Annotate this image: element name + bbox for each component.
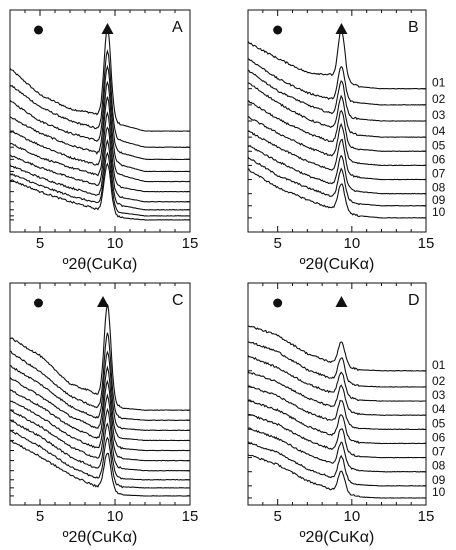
xrd-trace-6 [9,393,191,462]
x-tick-label: 5 [273,508,281,525]
x-axis-label: º2θ(CuKα) [63,256,138,273]
xrd-trace-10 [9,162,191,221]
x-tick-label: 5 [36,235,44,252]
xrd-trace-3 [247,355,426,402]
xrd-trace-10 [247,454,427,499]
panel-label: D [408,292,420,309]
circle-marker [34,25,43,35]
xrd-trace-8 [248,427,426,473]
xrd-trace-2 [247,58,426,106]
sample-label: 02 [432,374,446,388]
x-tick-label: 15 [182,508,199,525]
sample-label: 06 [432,430,446,444]
xrd-trace-6 [247,399,427,445]
xrd-trace-9 [247,441,427,487]
xrd-trace-1 [9,304,191,411]
x-tick-label: 10 [107,235,124,252]
sample-label: 09 [432,193,446,207]
xrd-trace-4 [9,80,191,173]
x-tick-label: 10 [343,235,360,252]
xrd-trace-3 [9,64,191,161]
sample-label: 10 [432,205,446,219]
circle-marker [34,298,43,308]
panel-label: C [172,292,184,309]
xrd-trace-9 [247,156,426,207]
sample-label: 07 [432,445,446,459]
triangle-marker [97,296,109,307]
panel-label: B [408,19,419,36]
xrd-trace-9 [10,430,191,489]
x-axis-label: º2θ(CuKα) [300,256,375,273]
sample-label: 08 [432,181,446,195]
xrd-trace-4 [9,365,191,442]
xrd-trace-9 [9,151,190,217]
xrd-trace-5 [247,385,426,431]
xrd-trace-10 [9,439,191,497]
sample-label: 10 [432,485,446,499]
triangle-marker [335,296,348,307]
triangle-marker [101,23,114,34]
x-tick-label: 5 [36,508,44,525]
x-tick-label: 15 [182,235,199,252]
xrd-trace-7 [9,126,191,203]
sample-label: 05 [432,416,446,430]
sample-label: 02 [432,92,446,106]
x-axis-label: º2θ(CuKα) [300,529,375,546]
xrd-trace-2 [9,49,191,148]
xrd-trace-4 [247,370,427,416]
plot-frame [9,282,191,506]
xrd-trace-5 [247,100,427,153]
x-tick-label: 5 [273,235,281,252]
circle-marker [273,298,283,308]
x-tick-label: 15 [418,508,435,525]
xrd-trace-2 [247,341,427,388]
sample-label: 06 [432,152,446,166]
panel-a: 5 10 15 º2θ(CuKα) A [9,9,199,273]
xrd-trace-1 [247,28,427,90]
xrd-trace-7 [247,130,427,181]
xrd-trace-7 [247,413,426,459]
xrd-trace-7 [9,407,191,472]
x-tick-label: 10 [343,508,360,525]
xrd-trace-6 [9,110,191,193]
xrd-trace-2 [9,332,191,421]
sample-label: 03 [432,108,446,122]
panel-label: A [172,19,183,36]
sample-label: 01 [432,76,446,90]
xrd-trace-3 [9,350,191,432]
xrd-trace-8 [247,144,426,195]
sample-label: 07 [432,167,446,181]
x-tick-label: 10 [107,508,124,525]
xrd-trace-8 [9,419,190,481]
x-tick-label: 15 [418,235,435,252]
sample-label: 04 [432,124,446,138]
sample-label: 04 [432,402,446,416]
sample-label: 08 [432,459,446,473]
xrd-trace-1 [247,325,426,372]
xrd-trace-5 [9,96,191,183]
xrd-trace-1 [9,26,191,132]
xrd-trace-5 [9,379,191,452]
xrd-trace-8 [9,138,191,211]
x-axis-label: º2θ(CuKα) [63,529,138,546]
xrd-trace-3 [247,69,427,122]
xrd-trace-4 [247,82,427,138]
sample-label: 01 [432,358,446,372]
sample-label: 05 [432,138,446,152]
sample-label: 03 [432,388,446,402]
sample-label: 09 [432,473,446,487]
xrd-trace-10 [247,168,427,219]
xrd-trace-6 [247,115,427,167]
panel-c: 5 10 15 º2θ(CuKα) C [9,282,199,546]
circle-marker [273,25,283,35]
triangle-marker [335,23,348,34]
